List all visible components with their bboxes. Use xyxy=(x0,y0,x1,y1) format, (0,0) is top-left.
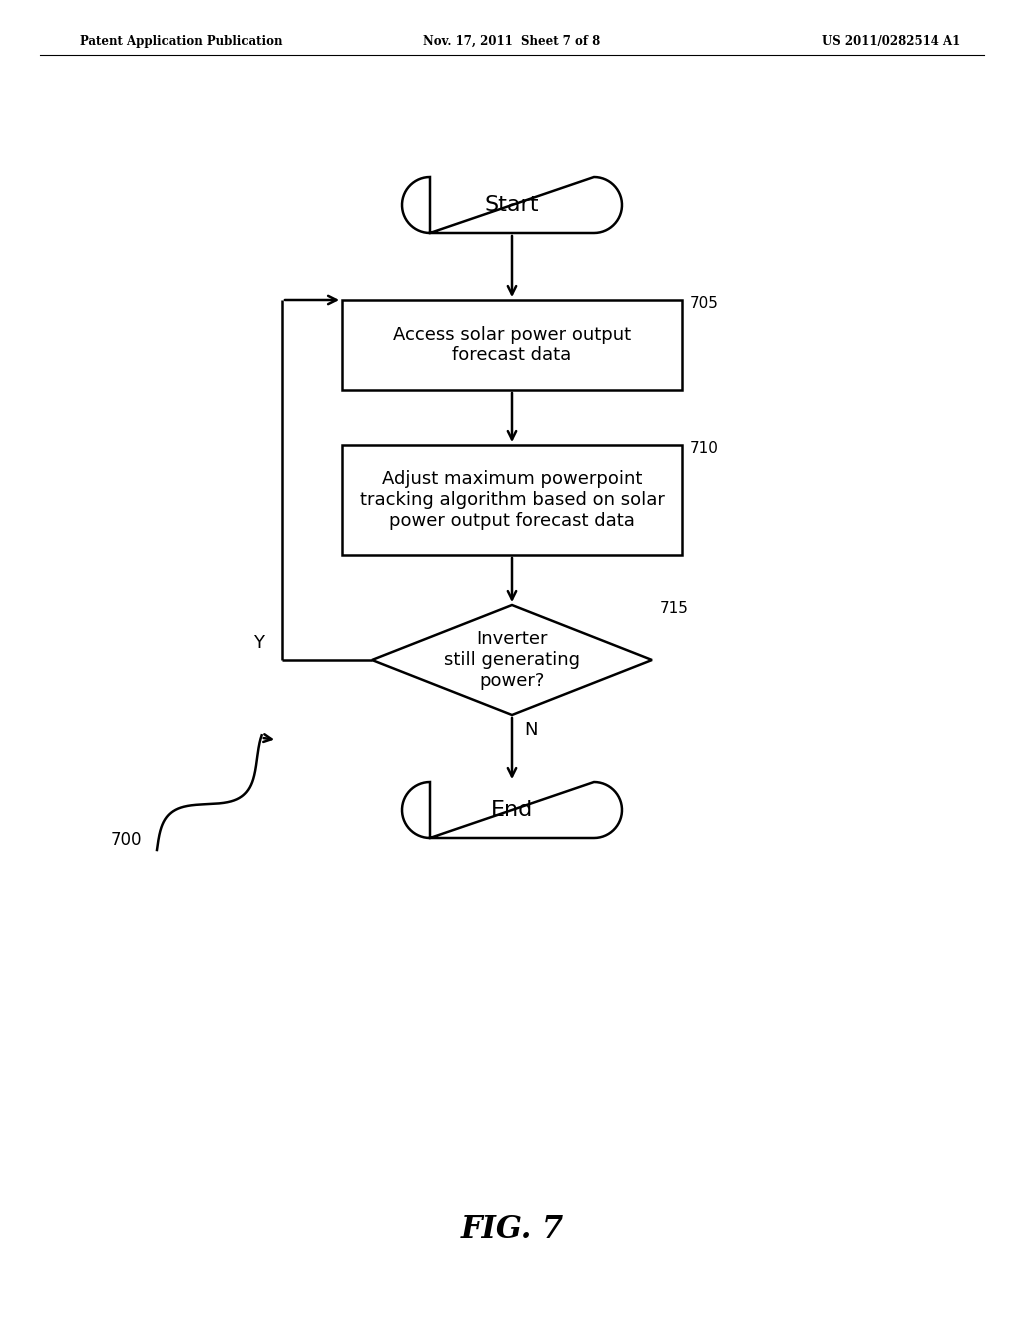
Text: US 2011/0282514 A1: US 2011/0282514 A1 xyxy=(821,36,961,48)
Text: N: N xyxy=(524,721,538,739)
PathPatch shape xyxy=(402,781,622,838)
Text: Patent Application Publication: Patent Application Publication xyxy=(80,36,283,48)
Text: Adjust maximum powerpoint
tracking algorithm based on solar
power output forecas: Adjust maximum powerpoint tracking algor… xyxy=(359,470,665,529)
Text: Inverter
still generating
power?: Inverter still generating power? xyxy=(444,630,580,690)
Text: Y: Y xyxy=(253,634,264,652)
Text: 700: 700 xyxy=(111,832,142,849)
PathPatch shape xyxy=(402,177,622,234)
Text: Start: Start xyxy=(484,195,540,215)
Text: 715: 715 xyxy=(660,601,689,616)
Bar xyxy=(342,300,682,389)
Text: 705: 705 xyxy=(690,296,719,312)
Text: FIG. 7: FIG. 7 xyxy=(461,1214,563,1246)
PathPatch shape xyxy=(372,605,652,715)
Bar xyxy=(342,445,682,554)
Text: 710: 710 xyxy=(690,441,719,455)
Text: Access solar power output
forecast data: Access solar power output forecast data xyxy=(393,326,631,364)
Text: Nov. 17, 2011  Sheet 7 of 8: Nov. 17, 2011 Sheet 7 of 8 xyxy=(423,36,601,48)
Text: End: End xyxy=(490,800,534,820)
